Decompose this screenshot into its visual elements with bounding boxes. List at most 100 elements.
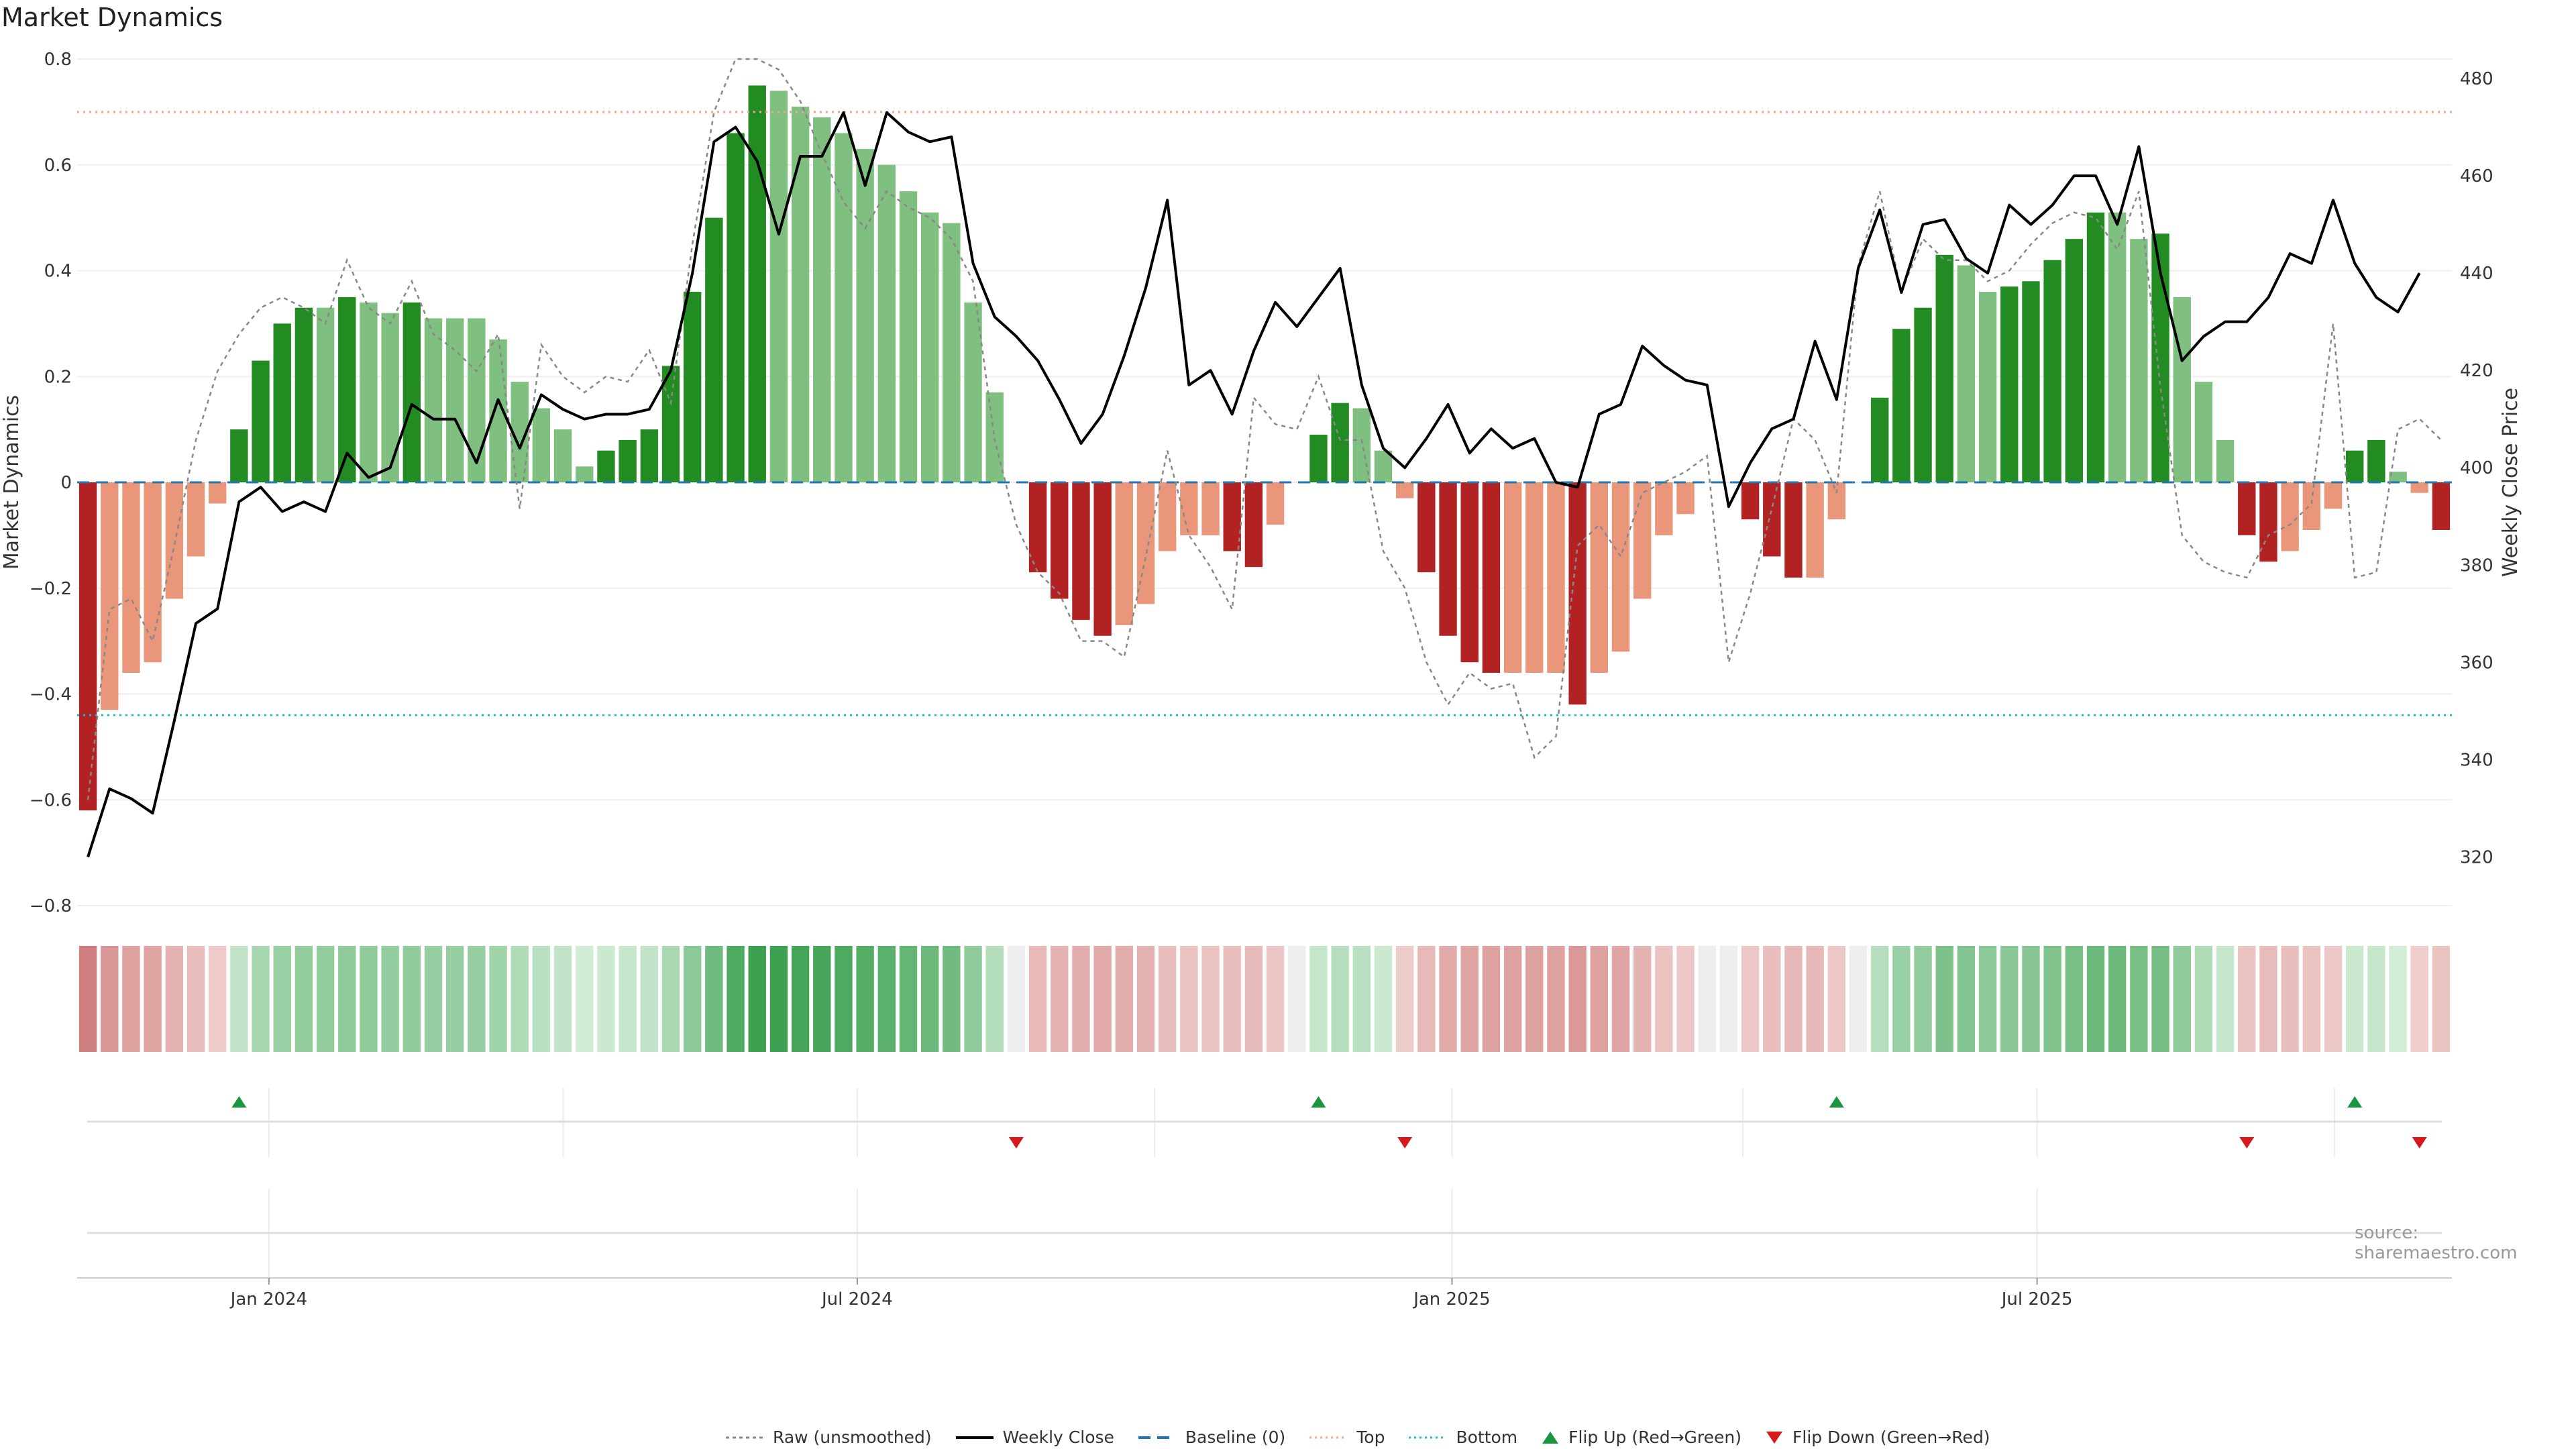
heat-cell: [294, 946, 313, 1052]
y2-tick-label: 340: [2460, 750, 2493, 770]
y2-tick-label: 460: [2460, 166, 2493, 186]
source-note: source: sharemaestro.com: [2355, 1223, 2518, 1263]
heat-cell: [1028, 946, 1047, 1052]
heat-cell: [1957, 946, 1976, 1052]
heat-cell: [1655, 946, 1673, 1052]
bar: [1309, 435, 1328, 482]
heat-cell: [402, 946, 421, 1052]
heat-cell: [78, 946, 97, 1052]
bar: [1028, 482, 1047, 573]
heat-cell: [122, 946, 140, 1052]
bar: [1093, 482, 1112, 636]
y-tick-label: 0: [60, 473, 72, 493]
heat-cell: [338, 946, 356, 1052]
bar: [1633, 482, 1652, 599]
heat-cell: [597, 946, 615, 1052]
heat-cell: [1547, 946, 1565, 1052]
heat-cell: [899, 946, 918, 1052]
legend-close: Weekly Close: [955, 1428, 1114, 1447]
bar: [1072, 482, 1090, 621]
heat-cell: [316, 946, 335, 1052]
bar: [316, 307, 335, 482]
bar: [1417, 482, 1436, 573]
heat-cell: [640, 946, 659, 1052]
heat-cell: [1633, 946, 1652, 1052]
bar: [1957, 265, 1976, 482]
heat-cell: [1525, 946, 1544, 1052]
heat-cell: [1503, 946, 1522, 1052]
heat-cell: [1115, 946, 1134, 1052]
heat-cell: [2108, 946, 2127, 1052]
bar: [1352, 408, 1371, 482]
heat-cell: [683, 946, 702, 1052]
bar: [144, 482, 162, 663]
heat-cell: [1007, 946, 1026, 1052]
bar: [1914, 307, 1932, 482]
bar: [1180, 482, 1198, 535]
heat-cell: [1827, 946, 1846, 1052]
bar: [2130, 239, 2148, 482]
heat-cell: [813, 946, 831, 1052]
legend-top-label: Top: [1356, 1428, 1385, 1447]
bar: [1870, 397, 1889, 482]
heat-cell: [1417, 946, 1436, 1052]
y-tick-label: 0.6: [44, 156, 72, 176]
y-tick-label: −0.4: [30, 685, 72, 705]
bar: [985, 392, 1004, 482]
heat-cell: [208, 946, 227, 1052]
heat-cell: [1978, 946, 1997, 1052]
bar: [1482, 482, 1501, 673]
bar: [186, 482, 205, 557]
heat-cell: [2259, 946, 2277, 1052]
main-plot: −0.8 −0.6 −0.4 −0.2 0 0.2 0.4 0.6 0.8 320 340 360 38…: [0, 50, 2522, 916]
bar: [576, 466, 594, 482]
legend-flip-up-label: Flip Up (Red→Green): [1568, 1428, 1742, 1447]
legend-flip-up: Flip Up (Red→Green): [1540, 1428, 1741, 1447]
heat-cell: [791, 946, 810, 1052]
y2-tick-label: 380: [2460, 555, 2493, 576]
heat-cell: [1849, 946, 1868, 1052]
heat-cell: [1806, 946, 1824, 1052]
heat-cell: [1072, 946, 1090, 1052]
heat-cell: [2086, 946, 2105, 1052]
legend-raw-swatch: [726, 1436, 763, 1438]
bar: [2173, 297, 2191, 482]
heat-cell: [230, 946, 248, 1052]
heat-cell: [920, 946, 939, 1052]
chart-title: Market Dynamics: [1, 3, 223, 32]
heat-cell: [1352, 946, 1371, 1052]
flip-up-marker: [2347, 1096, 2363, 1108]
bar: [1763, 482, 1781, 557]
heat-cell: [532, 946, 551, 1052]
bar: [1741, 482, 1760, 520]
heat-cell: [2238, 946, 2256, 1052]
legend-flip-down: Flip Down (Green→Red): [1764, 1428, 1990, 1447]
bar: [2259, 482, 2277, 562]
heat-cell: [1741, 946, 1760, 1052]
heat-cell: [2000, 946, 2019, 1052]
heat-cell: [2432, 946, 2451, 1052]
bar: [2281, 482, 2299, 551]
heat-cell: [511, 946, 529, 1052]
bar: [943, 223, 961, 482]
bar: [230, 429, 248, 482]
heat-cell: [661, 946, 680, 1052]
heat-cell: [2367, 946, 2385, 1052]
heat-cell: [1784, 946, 1803, 1052]
bar: [1978, 292, 1997, 482]
bar: [2432, 482, 2451, 530]
flip-down-marker: [2239, 1137, 2255, 1148]
flip-up-marker: [1829, 1096, 1844, 1108]
bar: [661, 366, 680, 482]
bar: [338, 297, 356, 482]
bar: [2345, 450, 2364, 482]
heat-cell: [1460, 946, 1479, 1052]
heat-cell: [101, 946, 119, 1052]
bar: [1115, 482, 1134, 625]
bar: [532, 408, 551, 482]
bar: [727, 133, 745, 483]
heat-cell: [1180, 946, 1198, 1052]
heat-cell: [2216, 946, 2235, 1052]
bar: [1201, 482, 1220, 535]
bar: [1158, 482, 1177, 551]
